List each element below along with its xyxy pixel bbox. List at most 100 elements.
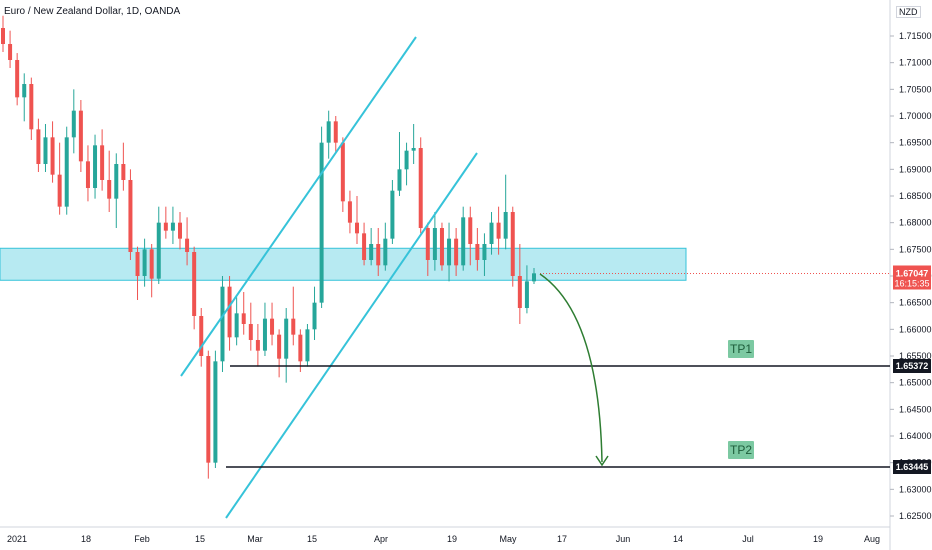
target-badge [728, 340, 754, 358]
price-tick-label: 1.70500 [899, 84, 932, 94]
candle-body [390, 190, 395, 239]
price-tick-label: 1.64000 [899, 431, 932, 441]
resistance-zone [0, 247, 687, 281]
candle-body [227, 286, 232, 338]
candle-body [107, 180, 112, 199]
price-tick-label: 1.63000 [899, 484, 932, 494]
candle-body [475, 244, 480, 260]
channel-upper-line [180, 36, 417, 377]
level-price-label: 1.63445 [896, 462, 929, 472]
candle-body [397, 169, 402, 191]
candle-body [404, 150, 409, 170]
candle-body [369, 244, 374, 260]
countdown-label: 16:15:35 [894, 278, 929, 288]
candle-body [454, 238, 459, 266]
candle-body [298, 334, 303, 362]
candle-body [468, 217, 473, 244]
candle-body [524, 281, 529, 308]
candle-body [57, 174, 62, 207]
level-price-label: 1.65372 [896, 361, 929, 371]
price-tick-label: 1.71500 [899, 31, 932, 41]
candle-body [149, 249, 154, 279]
candle-body [319, 142, 324, 303]
time-tick-label: May [499, 534, 517, 544]
chart-title: Euro / New Zealand Dollar, 1D, OANDA [4, 6, 181, 17]
candle-body [43, 137, 48, 164]
candle-body [248, 324, 253, 340]
candle-body [234, 313, 239, 338]
candle-body [199, 316, 204, 356]
candle-body [503, 212, 508, 239]
time-tick-label: Jul [742, 534, 754, 544]
candle-body [482, 244, 487, 260]
candle-body [64, 137, 69, 207]
price-tick-label: 1.68500 [899, 191, 932, 201]
candle-body [156, 222, 161, 279]
candle-body [213, 361, 218, 463]
candle-body [241, 313, 246, 324]
candle-body [8, 44, 13, 60]
candle-body [128, 180, 133, 252]
candle-body [425, 228, 430, 260]
time-tick-label: Jun [616, 534, 631, 544]
candle-body [383, 238, 388, 266]
candle-body [347, 201, 352, 223]
candle-body [142, 249, 147, 276]
price-tick-label: 1.67500 [899, 244, 932, 254]
price-tick-label: 1.65000 [899, 378, 932, 388]
price-tick-label: 1.65500 [899, 351, 932, 361]
time-tick-label: 19 [447, 534, 457, 544]
time-tick-label: 17 [557, 534, 567, 544]
candle-body [29, 84, 34, 130]
price-tick-label: 1.68000 [899, 218, 932, 228]
candle-body [178, 222, 182, 239]
price-tick-label: 1.66000 [899, 324, 932, 334]
time-tick-label: 19 [813, 534, 823, 544]
candle-body [439, 228, 444, 266]
candle-body [517, 276, 522, 308]
candle-body [85, 161, 90, 188]
candle-body [532, 273, 536, 282]
candle-body [36, 129, 41, 164]
price-tick-label: 1.62500 [899, 511, 932, 521]
candle-body [163, 222, 168, 231]
candle-body [489, 222, 494, 244]
candle-body [15, 60, 20, 98]
candle-body [206, 356, 211, 463]
level-price-tag [893, 359, 931, 373]
candle-body [192, 252, 197, 316]
candle-body [291, 318, 296, 335]
candle-body [100, 145, 105, 180]
target-badge-label: TP1 [730, 342, 752, 356]
candle-body [305, 329, 310, 362]
time-tick-label: 2021 [7, 534, 27, 544]
candle-body [22, 84, 27, 98]
candle-body [411, 148, 416, 151]
candle-body [220, 286, 225, 362]
price-tick-label: 1.64500 [899, 404, 932, 414]
candle-body [340, 142, 345, 202]
candle-body [1, 28, 5, 44]
time-tick-label: Aug [864, 534, 880, 544]
candle-body [135, 252, 140, 276]
target-badge [728, 441, 754, 459]
price-tick-label: 1.66500 [899, 298, 932, 308]
candle-body [376, 244, 381, 266]
candle-body [496, 222, 501, 239]
time-tick-label: 14 [673, 534, 683, 544]
candle-body [326, 121, 331, 143]
price-tick-label: 1.71000 [899, 58, 932, 68]
time-tick-label: Mar [247, 534, 263, 544]
candle-body [185, 238, 190, 252]
candle-body [284, 318, 289, 359]
time-tick-label: Feb [134, 534, 150, 544]
candle-body [78, 110, 83, 162]
time-tick-label: Apr [374, 534, 388, 544]
candle-body [333, 121, 338, 143]
time-tick-label: 15 [195, 534, 205, 544]
candle-body [93, 145, 98, 188]
candle-body [461, 217, 466, 266]
target-badge-label: TP2 [730, 443, 752, 457]
candle-body [255, 340, 260, 351]
